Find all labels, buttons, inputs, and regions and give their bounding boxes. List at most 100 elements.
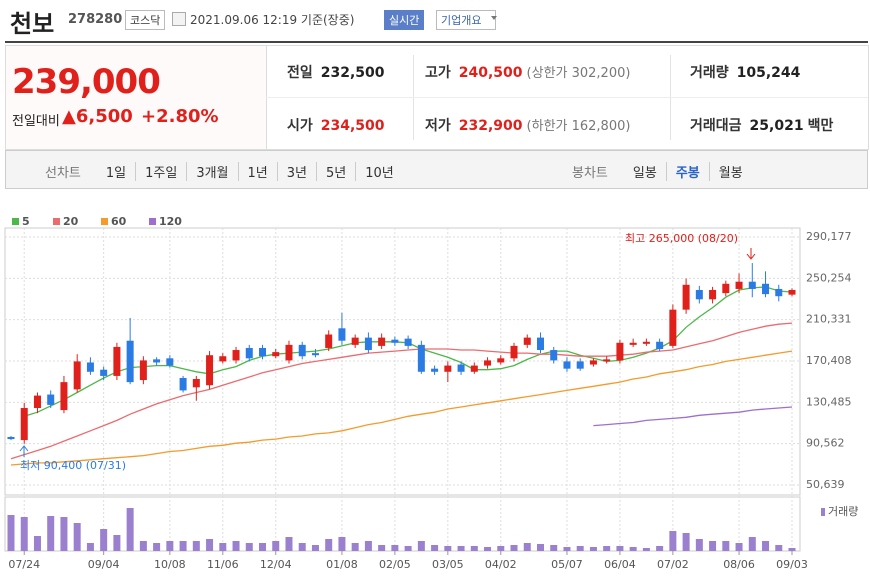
candle-up — [523, 337, 531, 345]
volume-bar — [7, 515, 15, 551]
volume-bar — [33, 536, 41, 551]
realtime-badge[interactable]: 실시간 — [384, 10, 425, 30]
moving-average-line — [10, 350, 793, 466]
quote-field: 고가 240,500 (상한가 302,200) — [425, 62, 630, 82]
legend-swatch — [53, 218, 60, 225]
legend-label: 20 — [63, 215, 79, 228]
volume-legend: 거래량 — [828, 505, 858, 518]
price-box — [5, 45, 267, 150]
quote-field: 저가 232,900 (하한가 162,800) — [425, 115, 630, 135]
volume-bar — [351, 543, 359, 551]
y-tick-label: 250,254 — [806, 271, 852, 284]
field-label: 시가 — [287, 118, 313, 134]
y-tick-label: 170,408 — [806, 354, 852, 367]
volume-bar — [219, 543, 227, 551]
candle-up — [629, 342, 637, 345]
volume-bar — [457, 546, 465, 551]
y-tick-label: 210,331 — [806, 313, 852, 326]
candle-tab[interactable]: 일봉 — [632, 166, 657, 181]
period-tab[interactable]: 3개월 — [186, 162, 237, 181]
volume-bar — [775, 545, 783, 551]
x-tick-label: 07/24 — [8, 558, 40, 571]
candle-up — [722, 283, 730, 294]
candle-up — [497, 358, 505, 363]
candle-up — [444, 365, 452, 372]
candle-up — [378, 337, 386, 346]
candle-up — [470, 365, 478, 372]
volume-bar — [325, 539, 333, 551]
candle-tab[interactable]: 주봉 — [665, 162, 709, 181]
candle-down — [576, 361, 584, 369]
volume-bar — [298, 543, 306, 551]
volume-bar — [510, 545, 518, 551]
field-unit: 백만 — [807, 118, 834, 134]
volume-bar — [192, 541, 200, 551]
candle-up — [206, 355, 214, 386]
period-tab[interactable]: 1주일 — [135, 162, 186, 181]
candle-up — [232, 350, 240, 361]
datetime: 2021.09.06 12:19 기준(장중) — [190, 13, 355, 27]
volume-bar — [484, 547, 492, 551]
volume-legend-swatch — [821, 508, 825, 516]
moving-average-line — [24, 286, 793, 417]
candle-up — [642, 341, 650, 344]
candle-down — [762, 283, 770, 295]
high-arrow-head — [746, 253, 756, 260]
volume-bar — [285, 537, 293, 551]
candle-down — [100, 369, 108, 376]
x-tick-label: 05/07 — [551, 558, 583, 571]
legend-swatch — [149, 218, 156, 225]
stock-code: 278280 — [68, 12, 123, 27]
period-tab[interactable]: 10년 — [355, 162, 403, 181]
field-label: 거래대금 — [690, 118, 742, 134]
volume-bar — [20, 517, 28, 551]
legend-swatch — [12, 218, 19, 225]
period-tab[interactable]: 3년 — [276, 162, 316, 181]
field-label: 전일 — [287, 65, 313, 81]
x-tick-label: 11/06 — [207, 558, 239, 571]
candle-up — [60, 382, 68, 411]
volume-bar — [113, 535, 121, 551]
volume-bar — [417, 541, 425, 551]
volume-bar — [259, 543, 267, 551]
header-rule — [5, 41, 868, 43]
volume-bar — [536, 544, 544, 551]
quote-field: 거래대금 25,021 백만 — [690, 115, 833, 135]
candle-down — [431, 368, 439, 372]
candle-tab[interactable]: 월봉 — [708, 162, 752, 181]
period-tab[interactable]: 1년 — [237, 162, 277, 181]
candle-up — [33, 395, 41, 409]
candle-down — [656, 341, 664, 349]
volume-bar — [523, 543, 531, 551]
volume-bar — [616, 546, 624, 551]
candle-down — [775, 288, 783, 297]
candle-up — [484, 360, 492, 366]
field-value: 105,244 — [736, 65, 801, 81]
volume-bar — [682, 533, 690, 551]
quote-field: 거래량 105,244 — [690, 62, 800, 82]
field-extra: (하한가 162,800) — [526, 119, 631, 134]
candle-up — [669, 309, 677, 346]
candle-down — [153, 359, 161, 363]
period-tab[interactable]: 5년 — [316, 162, 355, 181]
volume-bar — [86, 543, 94, 551]
volume-bar — [576, 546, 584, 551]
candle-up — [788, 289, 796, 295]
low-annotation: 최저 90,400 (07/31) — [20, 459, 126, 472]
volume-bar — [206, 539, 214, 551]
field-value: 232,900 — [458, 118, 523, 134]
field-extra: (상한가 302,200) — [526, 66, 631, 81]
volume-bar — [73, 523, 81, 551]
period-tab[interactable]: 1일 — [105, 166, 127, 181]
volume-bar — [788, 548, 796, 551]
x-tick-label: 10/08 — [154, 558, 186, 571]
line-tabs: 선차트 1일 1주일 3개월 1년 3년 5년 10년 — [45, 162, 403, 181]
company-info-button[interactable]: 기업개요 — [436, 10, 497, 30]
candle-up — [219, 356, 227, 362]
volume-bar — [139, 541, 147, 551]
field-label: 거래량 — [690, 65, 729, 81]
tab-group-label: 봉차트 — [572, 166, 608, 181]
candle-down — [86, 362, 94, 372]
quote-field: 시가 234,500 — [287, 115, 385, 135]
